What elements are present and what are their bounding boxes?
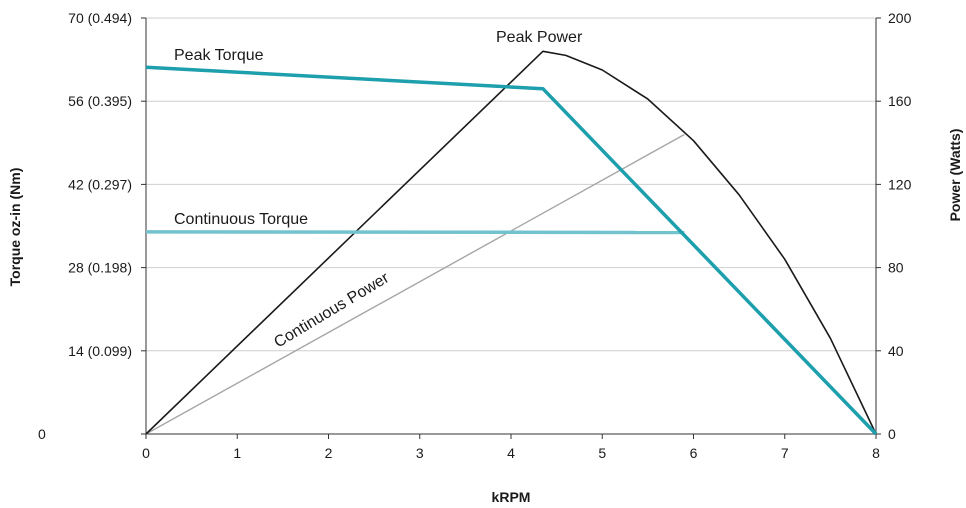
x-tick-label-2: 2 bbox=[325, 445, 333, 461]
y-left-tick-label-3: 42 (0.297) bbox=[68, 176, 132, 192]
y-left-tick-label-0: 0 bbox=[38, 426, 46, 442]
grid bbox=[146, 17, 876, 352]
x-tick-label-1: 1 bbox=[233, 445, 241, 461]
axes bbox=[141, 17, 881, 439]
y-right-tick-label-2: 80 bbox=[888, 260, 904, 276]
y-right-tick-label-1: 40 bbox=[888, 343, 904, 359]
y-left-tick-label-4: 56 (0.395) bbox=[68, 93, 132, 109]
series-continuous-torque bbox=[145, 230, 685, 235]
y-right-axis-title: Power (Watts) bbox=[947, 129, 963, 222]
y-right-tick-label-3: 120 bbox=[888, 176, 912, 192]
annotation-continuous-power: Continuous Power bbox=[271, 269, 392, 351]
y-right-tick-label-0: 0 bbox=[888, 426, 896, 442]
annotation-peak-power: Peak Power bbox=[496, 29, 583, 46]
x-tick-label-6: 6 bbox=[690, 445, 698, 461]
series-continuous-power bbox=[145, 133, 685, 435]
y-right-tick-label-4: 160 bbox=[888, 93, 912, 109]
series-peak-power bbox=[145, 50, 877, 435]
y-left-axis-title: Torque oz-in (Nm) bbox=[7, 168, 23, 287]
x-tick-label-4: 4 bbox=[507, 445, 515, 461]
y-left-tick-label-2: 28 (0.198) bbox=[68, 260, 132, 276]
series-peak-torque bbox=[145, 65, 878, 436]
y-right-tick-label-5: 200 bbox=[888, 10, 912, 26]
x-tick-label-5: 5 bbox=[598, 445, 606, 461]
x-tick-label-3: 3 bbox=[416, 445, 424, 461]
annotation-peak-torque: Peak Torque bbox=[174, 47, 264, 64]
x-axis-title: kRPM bbox=[492, 489, 531, 505]
annotation-continuous-torque: Continuous Torque bbox=[174, 211, 308, 228]
y-left-tick-label-5: 70 (0.494) bbox=[68, 10, 132, 26]
x-tick-label-7: 7 bbox=[781, 445, 789, 461]
x-tick-label-8: 8 bbox=[872, 445, 880, 461]
x-tick-label-0: 0 bbox=[142, 445, 150, 461]
y-left-tick-label-1: 14 (0.099) bbox=[68, 343, 132, 359]
series-group bbox=[145, 50, 878, 436]
